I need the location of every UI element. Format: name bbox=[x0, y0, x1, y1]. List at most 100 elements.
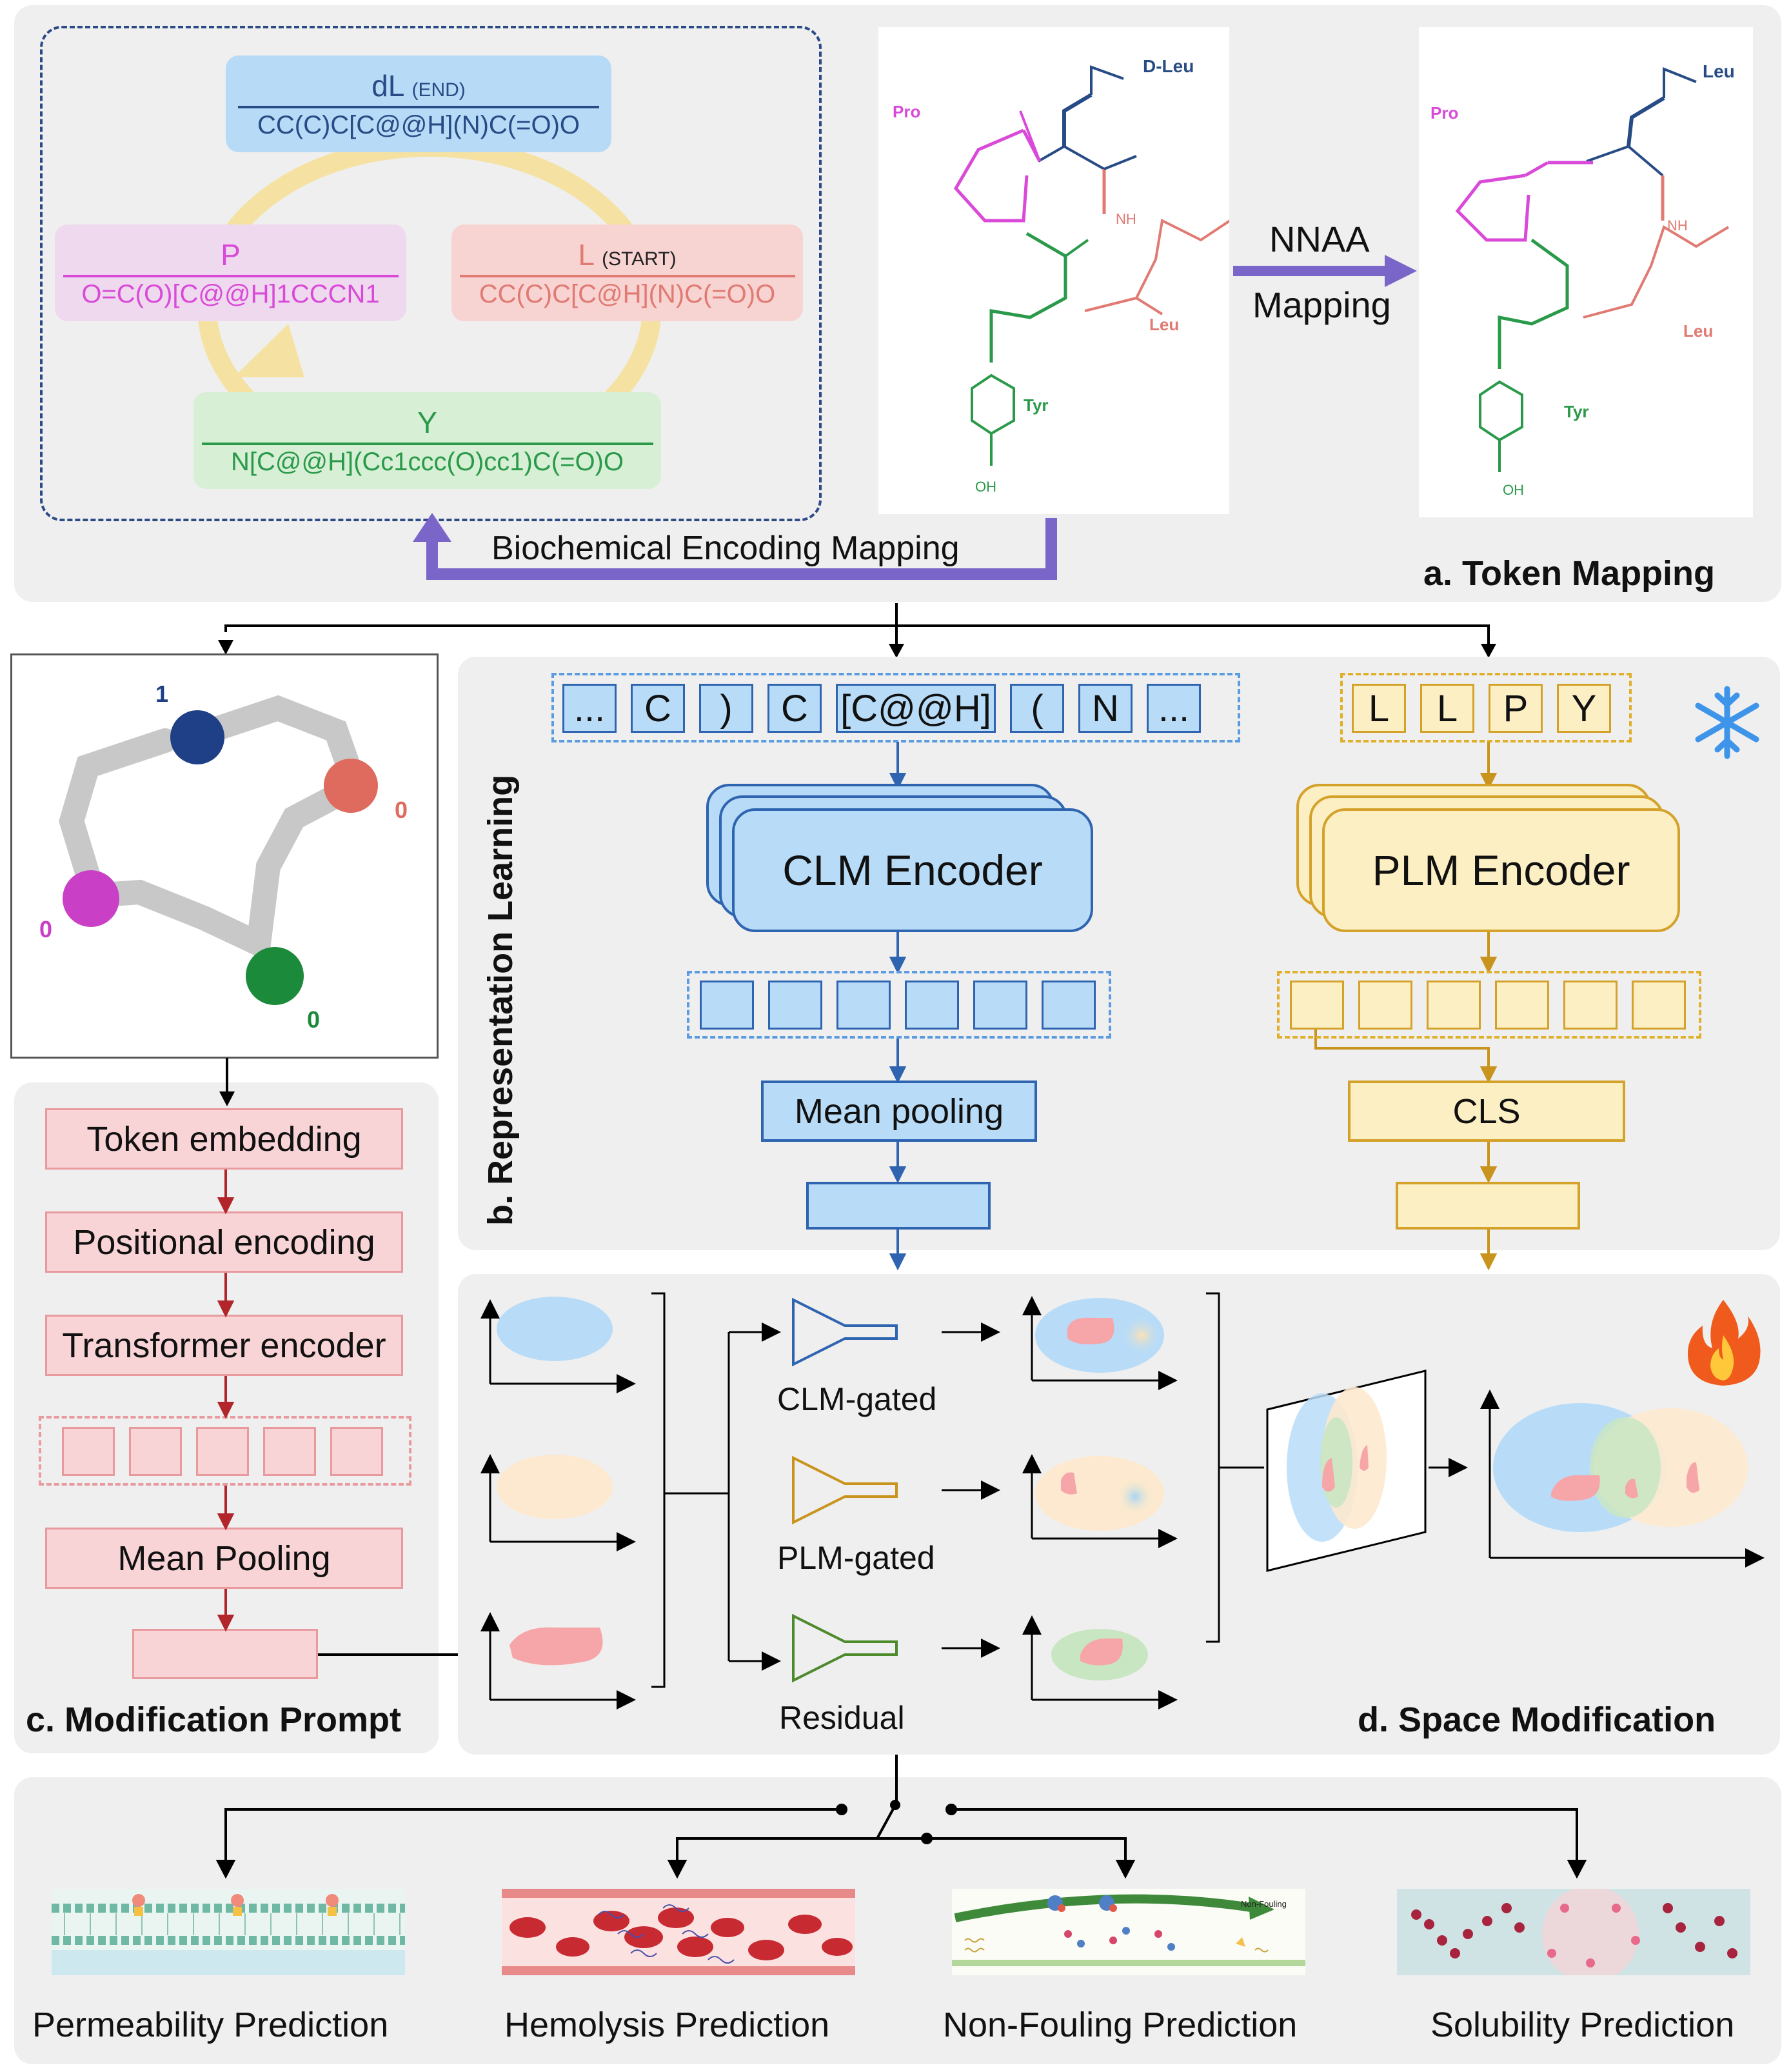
task-nonfouling: Non-Fouling Prediction bbox=[943, 2006, 1298, 2044]
prompt-vector bbox=[132, 1629, 318, 1679]
dl-tag: (END) bbox=[411, 79, 466, 101]
mol1-oh-label: OH bbox=[975, 479, 996, 495]
clm-embedding-cell bbox=[700, 981, 754, 1030]
clm-token: ... bbox=[1147, 684, 1201, 733]
clm-embedding-strip bbox=[687, 971, 1111, 1039]
mol1-pro-label: Pro bbox=[893, 102, 920, 121]
plm-pooled-vector bbox=[1396, 1182, 1580, 1230]
p-smiles: O=C(O)[C@@H]1CCCN1 bbox=[81, 279, 380, 308]
l-smiles-box: L (START) CC(C)C[C@H](N)C(=O)O bbox=[451, 224, 803, 321]
dl-name: dL bbox=[371, 68, 404, 103]
biochem-arrow bbox=[413, 513, 1057, 580]
snowflake-icon bbox=[1695, 686, 1759, 759]
mol2-tyr-label: Tyr bbox=[1564, 402, 1589, 421]
hemolysis-vessel-image bbox=[502, 1889, 855, 1975]
biochem-label: Biochemical Encoding Mapping bbox=[491, 530, 960, 567]
prompt-embedding-cell bbox=[196, 1427, 249, 1476]
clm-embedding-cell bbox=[973, 981, 1027, 1030]
positional-encoding-box: Positional encoding bbox=[45, 1211, 403, 1273]
task-switch-lines bbox=[215, 1755, 1587, 1879]
mol1-nh-label: NH bbox=[1116, 211, 1136, 227]
node-red-label: 0 bbox=[395, 797, 408, 823]
plm-embedding-cell bbox=[1358, 981, 1412, 1030]
clm-encoder-label: CLM Encoder bbox=[782, 846, 1043, 894]
plm-embedding-cell bbox=[1495, 981, 1549, 1030]
clm-gated-label: CLM-gated bbox=[777, 1381, 937, 1417]
node-green-label: 0 bbox=[307, 1006, 320, 1033]
node-1-label: 1 bbox=[155, 681, 168, 707]
task-permeability: Permeability Prediction bbox=[32, 2006, 389, 2044]
clm-token: [C@@H] bbox=[836, 684, 996, 733]
connector-a-down bbox=[218, 603, 1496, 658]
token-embedding-box: Token embedding bbox=[45, 1108, 403, 1170]
clm-token: N bbox=[1078, 684, 1133, 733]
prompt-embedding-cell bbox=[263, 1427, 316, 1476]
task-hemolysis: Hemolysis Prediction bbox=[504, 2006, 830, 2044]
mol1-leu-label: Leu bbox=[1149, 315, 1179, 334]
plm-token: L bbox=[1352, 684, 1406, 733]
solubility-molecules-image bbox=[1397, 1889, 1750, 1975]
plm-embedding-strip bbox=[1277, 971, 1701, 1039]
mapping-label: Mapping bbox=[1252, 284, 1391, 325]
plm-embedding-cell bbox=[1427, 981, 1481, 1030]
mol2-nh-label: NH bbox=[1667, 217, 1688, 234]
clm-token: C bbox=[767, 684, 822, 733]
plm-encoder-layer-1 bbox=[1322, 808, 1680, 932]
p-name: P bbox=[221, 237, 241, 272]
clm-token: ... bbox=[562, 684, 617, 733]
plm-token: Y bbox=[1557, 684, 1611, 733]
mol2-pro-label: Pro bbox=[1430, 103, 1458, 123]
clm-embedding-cell bbox=[905, 981, 959, 1030]
clm-pooled-vector bbox=[806, 1182, 991, 1230]
nnaa-arrow bbox=[1233, 255, 1417, 287]
graph-3d-drawing: 1 0 0 0 bbox=[39, 681, 408, 1033]
plm-embedding-cell bbox=[1290, 981, 1344, 1030]
molecule-mapped: Pro Leu Leu Tyr OH NH bbox=[1419, 27, 1753, 517]
clm-embedding-cell bbox=[1042, 981, 1096, 1030]
l-name: L bbox=[578, 237, 594, 272]
molecule-mapped-structure: Pro Leu Leu Tyr OH NH bbox=[1430, 61, 1735, 498]
plm-embedding-cell bbox=[1632, 981, 1686, 1030]
plm-token-strip bbox=[1340, 673, 1632, 742]
permeability-membrane-image bbox=[52, 1889, 405, 1975]
y-name: Y bbox=[417, 405, 437, 439]
prompt-embedding-cell bbox=[330, 1427, 383, 1476]
nnaa-label: NNAA bbox=[1269, 219, 1370, 259]
molecule-input: Pro D-Leu Leu Tyr OH NH bbox=[878, 27, 1231, 514]
prompt-embedding-cell bbox=[129, 1427, 182, 1476]
molecule-input-structure: Pro D-Leu Leu Tyr OH NH bbox=[893, 56, 1231, 495]
mean-pooling-box: Mean pooling bbox=[761, 1081, 1037, 1142]
clm-encoder-layer-1 bbox=[732, 808, 1093, 932]
mol1-tyr-label: Tyr bbox=[1024, 395, 1049, 415]
l-smiles: CC(C)C[C@H](N)C(=O)O bbox=[479, 279, 776, 308]
mol1-dleu-label: D-Leu bbox=[1143, 56, 1194, 76]
mol2-leu-label: Leu bbox=[1683, 321, 1713, 341]
l-tag: (START) bbox=[602, 248, 677, 270]
plm-gated-label: PLM-gated bbox=[777, 1540, 935, 1576]
fire-icon bbox=[1687, 1300, 1761, 1386]
plm-embedding-cell bbox=[1563, 981, 1618, 1030]
clm-token: ) bbox=[699, 684, 753, 733]
cls-box: CLS bbox=[1348, 1081, 1625, 1142]
y-smiles-box: Y N[C@@H](Cc1ccc(O)cc1)C(=O)O bbox=[193, 392, 661, 489]
panel-c-arrows bbox=[217, 1170, 484, 1662]
nonfouling-caption: Non-Fouling bbox=[1241, 1899, 1287, 1909]
plm-token: P bbox=[1489, 684, 1543, 733]
node-purple-label: 0 bbox=[39, 916, 52, 942]
dl-smiles: CC(C)C[C@@H](N)C(=O)O bbox=[257, 110, 580, 139]
space-modification-drawing bbox=[480, 1292, 1765, 1709]
clm-token: C bbox=[631, 684, 685, 733]
mol2-leu-top-label: Leu bbox=[1703, 61, 1735, 81]
clm-embedding-cell bbox=[836, 981, 891, 1030]
clm-token-strip bbox=[551, 673, 1240, 742]
mol2-oh-label: OH bbox=[1503, 482, 1524, 498]
p-smiles-box: P O=C(O)[C@@H]1CCCN1 bbox=[55, 224, 406, 321]
panel-c-title: c. Modification Prompt bbox=[26, 1700, 402, 1739]
y-smiles: N[C@@H](Cc1ccc(O)cc1)C(=O)O bbox=[231, 447, 624, 476]
panel-a-title: a. Token Mapping bbox=[1423, 554, 1716, 593]
task-solubility: Solubility Prediction bbox=[1430, 2006, 1735, 2044]
plm-encoder-label: PLM Encoder bbox=[1372, 846, 1630, 894]
clm-token: ( bbox=[1010, 684, 1064, 733]
graph-to-prompt-arrow bbox=[219, 1058, 235, 1106]
prompt-embedding-cell bbox=[62, 1427, 115, 1476]
